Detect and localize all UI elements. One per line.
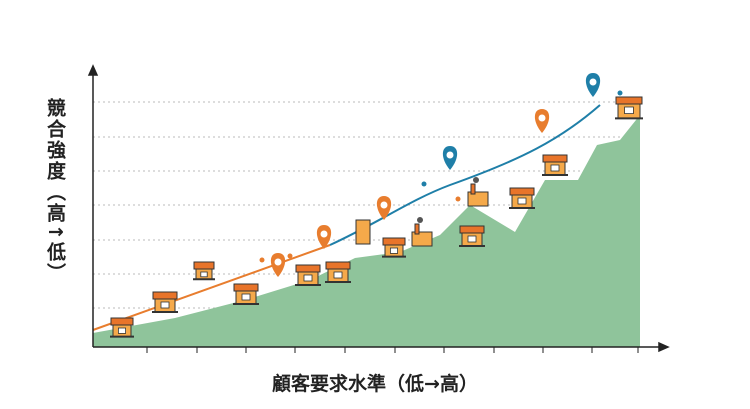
location-pin — [376, 196, 392, 220]
shop-window — [550, 164, 560, 172]
icons — [110, 73, 643, 338]
x-ticks — [146, 347, 639, 353]
x-arrow — [658, 341, 670, 353]
shop-awning — [459, 225, 485, 234]
shop-window — [333, 271, 343, 279]
shop-icon — [233, 283, 259, 305]
shop-window — [160, 301, 170, 309]
shop-window — [118, 327, 127, 334]
trend-orange — [92, 244, 331, 331]
y-arrow — [87, 64, 99, 76]
location-pin — [585, 73, 601, 97]
shop-awning — [509, 187, 535, 196]
factory-body — [467, 191, 489, 207]
shop-window — [241, 293, 251, 301]
location-pin — [270, 253, 286, 277]
shop-awning — [542, 154, 568, 163]
shop-awning — [110, 317, 134, 326]
shop-icon — [382, 237, 406, 258]
dot — [455, 196, 461, 202]
x-axis-label: 顧客要求水準（低→高） — [272, 373, 478, 395]
smoke — [473, 177, 479, 183]
shop-icon — [542, 154, 568, 176]
pin-hole — [589, 78, 597, 86]
dot — [421, 181, 427, 187]
trend-blue — [329, 104, 601, 246]
pin-hole — [320, 230, 328, 238]
shop-awning — [152, 291, 178, 300]
shop-awning — [193, 261, 215, 270]
shop-awning — [295, 264, 321, 273]
location-pin — [442, 146, 458, 170]
axes — [87, 64, 670, 353]
factory-chimney — [414, 223, 420, 235]
dot — [259, 257, 265, 263]
smoke — [417, 217, 423, 223]
factory-body — [411, 231, 433, 247]
shop-icon — [509, 187, 535, 209]
shop-awning — [615, 96, 643, 105]
pin-hole — [274, 258, 282, 266]
factory-icon — [411, 217, 433, 247]
dot — [287, 253, 293, 259]
shop-icon — [110, 317, 134, 338]
pin-hole — [380, 201, 388, 209]
tower-icon — [355, 219, 371, 245]
shop-icon — [152, 291, 178, 313]
shop-icon — [459, 225, 485, 247]
shop-awning — [233, 283, 259, 292]
y-axis-label: 競合強度（高↑低） — [44, 98, 66, 284]
location-pin — [534, 109, 550, 133]
market-area — [93, 115, 640, 347]
factory-chimney — [470, 183, 476, 195]
shop-window — [467, 235, 477, 243]
shop-window — [389, 247, 398, 254]
shop-window — [624, 106, 634, 114]
location-pin — [316, 225, 332, 249]
shop-window — [517, 197, 527, 205]
shop-icon — [615, 96, 643, 120]
shop-icon — [295, 264, 321, 286]
shop-icon — [325, 261, 351, 283]
shop-awning — [382, 237, 406, 246]
shop-icon — [193, 261, 215, 281]
pin-hole — [446, 151, 454, 159]
factory-icon — [467, 177, 489, 207]
shop-window — [200, 271, 208, 278]
shop-awning — [325, 261, 351, 270]
dot — [617, 90, 623, 96]
pin-hole — [538, 114, 546, 122]
shop-window — [303, 274, 313, 282]
